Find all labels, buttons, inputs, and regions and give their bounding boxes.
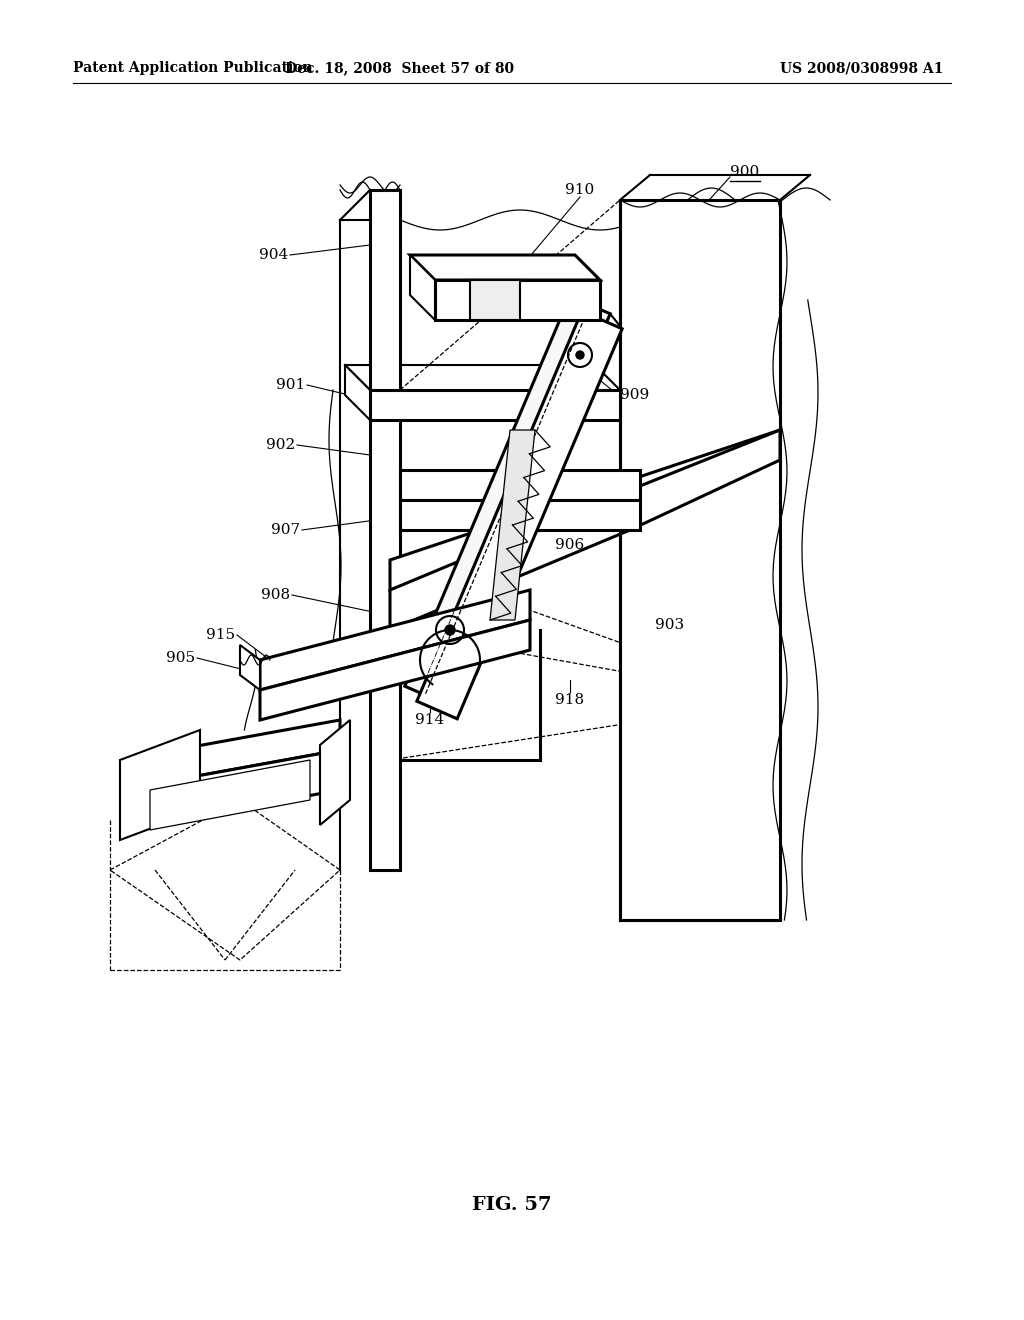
- Text: 909: 909: [620, 388, 649, 403]
- Polygon shape: [260, 620, 530, 719]
- Polygon shape: [390, 430, 780, 590]
- Polygon shape: [404, 296, 610, 704]
- Polygon shape: [240, 645, 260, 690]
- Text: 914: 914: [416, 713, 444, 727]
- Polygon shape: [630, 430, 780, 531]
- Text: 918: 918: [555, 693, 585, 708]
- Polygon shape: [150, 760, 310, 830]
- Polygon shape: [319, 719, 350, 825]
- Polygon shape: [417, 312, 623, 719]
- Polygon shape: [120, 730, 200, 840]
- Text: US 2008/0308998 A1: US 2008/0308998 A1: [780, 61, 943, 75]
- Polygon shape: [260, 590, 530, 690]
- Text: 908: 908: [261, 587, 290, 602]
- Polygon shape: [175, 750, 340, 820]
- Polygon shape: [390, 490, 630, 630]
- Polygon shape: [345, 366, 370, 420]
- Polygon shape: [410, 255, 435, 319]
- Text: 902: 902: [266, 438, 295, 451]
- Text: 901: 901: [275, 378, 305, 392]
- Text: 915: 915: [206, 628, 234, 642]
- Text: 903: 903: [655, 618, 684, 632]
- Circle shape: [575, 351, 584, 359]
- Polygon shape: [620, 201, 780, 920]
- Text: Dec. 18, 2008  Sheet 57 of 80: Dec. 18, 2008 Sheet 57 of 80: [286, 61, 515, 75]
- Polygon shape: [400, 500, 640, 531]
- Text: 905: 905: [166, 651, 195, 665]
- Polygon shape: [410, 255, 600, 280]
- Polygon shape: [435, 280, 600, 319]
- Polygon shape: [400, 470, 640, 500]
- Text: 912: 912: [540, 483, 569, 498]
- Polygon shape: [370, 389, 620, 420]
- Text: 900: 900: [730, 165, 759, 180]
- Text: 904: 904: [259, 248, 288, 261]
- Polygon shape: [470, 280, 520, 319]
- Text: 910: 910: [565, 183, 595, 197]
- Polygon shape: [370, 190, 400, 870]
- Circle shape: [445, 624, 455, 635]
- Polygon shape: [175, 719, 340, 780]
- Text: 906: 906: [555, 539, 585, 552]
- Polygon shape: [490, 430, 535, 620]
- Text: FIG. 57: FIG. 57: [472, 1196, 552, 1214]
- Text: Patent Application Publication: Patent Application Publication: [73, 61, 312, 75]
- Text: 907: 907: [271, 523, 300, 537]
